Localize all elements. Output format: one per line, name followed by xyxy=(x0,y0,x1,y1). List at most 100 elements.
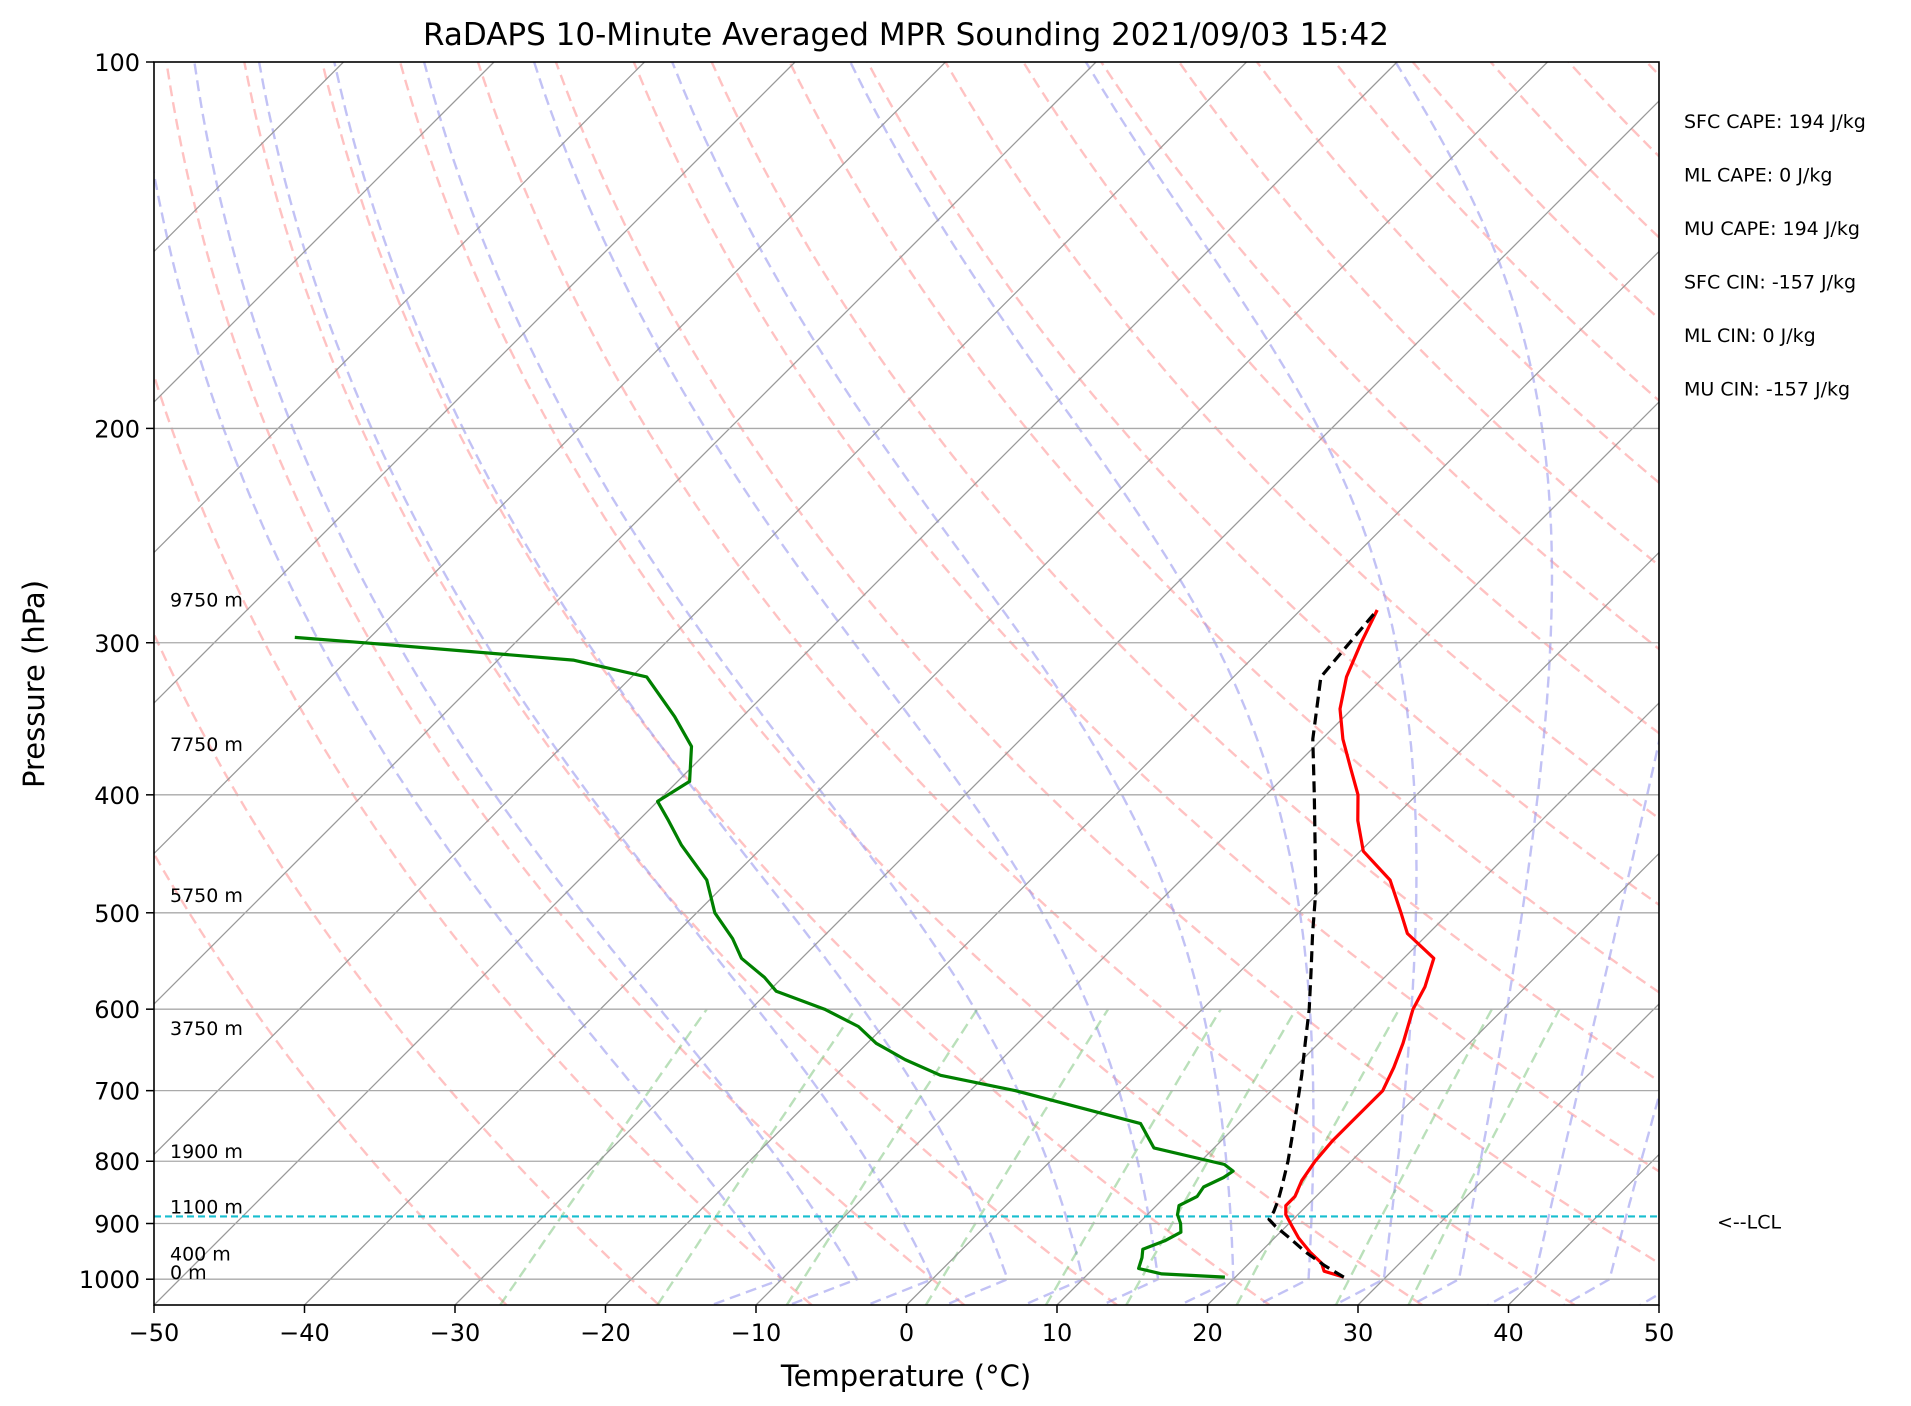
mixing-ratio-line xyxy=(499,1008,708,1305)
moist-adiabat xyxy=(193,62,859,1305)
x-tick-label: 0 xyxy=(899,1319,914,1347)
isotherm xyxy=(1508,1153,1659,1305)
x-tick-label: −30 xyxy=(430,1319,481,1347)
dry-adiabat xyxy=(476,62,1576,1305)
dry-adiabat xyxy=(154,631,660,1305)
axis-ticks: −50 −40 −30 −20 −10 0 10 20 30 40 50 100 200 300 400 50… xyxy=(79,49,1674,1347)
chart-title: RaDAPS 10-Minute Averaged MPR Sounding 2… xyxy=(423,17,1389,53)
x-tick-label: 20 xyxy=(1192,1319,1223,1347)
dry-adiabat xyxy=(710,62,1659,1083)
y-tick-label: 900 xyxy=(94,1211,140,1239)
isotherm xyxy=(154,62,946,855)
stat-text: MU CAPE: 194 J/kg xyxy=(1684,218,1860,240)
dry-adiabat xyxy=(866,62,1659,907)
annotations: 9750 m 7750 m 5750 m 3750 m 1900 m 1100 m 400 … xyxy=(170,111,1866,1284)
moist-adiabat xyxy=(257,62,934,1305)
dry-adiabat xyxy=(1724,62,1911,1305)
stat-text: MU CIN: -157 J/kg xyxy=(1684,379,1850,401)
mixing-ratio-line xyxy=(656,1008,857,1305)
y-tick-label: 100 xyxy=(94,49,140,77)
moist-adiabat xyxy=(671,62,1235,1305)
dry-adiabat xyxy=(1178,62,1659,567)
stat-text: SFC CIN: -157 J/kg xyxy=(1684,272,1856,294)
x-tick-label: 30 xyxy=(1343,1319,1374,1347)
moist-adiabat xyxy=(422,62,1085,1305)
stat-text: ML CAPE: 0 J/kg xyxy=(1684,165,1832,187)
isotherm xyxy=(1056,702,1659,1305)
dry-adiabat xyxy=(788,62,1659,994)
isotherm xyxy=(154,62,1247,1156)
isotherm xyxy=(154,62,796,704)
stat-text: SFC CAPE: 194 J/kg xyxy=(1684,111,1866,133)
dry-adiabat xyxy=(1645,62,1659,77)
dry-adiabat xyxy=(1256,62,1659,485)
y-tick-label: 300 xyxy=(94,630,140,658)
lcl-label: <--LCL xyxy=(1717,1211,1781,1233)
moist-adiabat xyxy=(1561,1091,1659,1305)
y-tick-label: 200 xyxy=(94,415,140,443)
height-label: 5750 m xyxy=(170,885,243,907)
moist-adiabat xyxy=(1485,736,1659,1305)
mixing-ratio-line xyxy=(785,1008,979,1305)
isotherm xyxy=(906,551,1659,1305)
mixing-ratio-line xyxy=(1334,1008,1493,1305)
dry-adiabat xyxy=(154,851,508,1305)
dry-adiabat xyxy=(632,62,1659,1173)
background-lines xyxy=(154,62,1911,1305)
x-axis-label: Temperature (°C) xyxy=(780,1359,1031,1393)
moist-adiabat xyxy=(849,62,1315,1305)
moist-adiabat xyxy=(1637,1292,1659,1305)
x-tick-label: 10 xyxy=(1042,1319,1073,1347)
temperature-line xyxy=(1284,609,1436,1279)
y-tick-label: 500 xyxy=(94,900,140,928)
moist-adiabat xyxy=(532,62,1160,1305)
isotherm xyxy=(154,62,645,554)
dry-adiabat xyxy=(243,62,1118,1305)
height-label: 400 m xyxy=(170,1243,231,1265)
y-tick-label: 700 xyxy=(94,1078,140,1106)
stat-text: ML CIN: 0 J/kg xyxy=(1684,325,1816,347)
isotherm xyxy=(605,250,1659,1305)
isotherm xyxy=(154,62,495,403)
isotherm xyxy=(1207,852,1659,1305)
x-tick-label: 50 xyxy=(1644,1319,1675,1347)
parcel-path-line xyxy=(1267,608,1379,1279)
x-tick-label: −50 xyxy=(129,1319,180,1347)
moist-adiabat xyxy=(1394,62,1554,1305)
dry-adiabat xyxy=(1333,62,1659,403)
height-label: 1100 m xyxy=(170,1196,243,1218)
dry-adiabat xyxy=(1022,62,1659,735)
dry-adiabat xyxy=(165,62,966,1305)
mixing-ratio-line xyxy=(924,1008,1110,1305)
y-tick-label: 400 xyxy=(94,782,140,810)
moist-adiabat xyxy=(154,167,784,1305)
y-tick-label: 600 xyxy=(94,996,140,1024)
dry-adiabat xyxy=(944,62,1659,820)
isotherm xyxy=(1658,1304,1659,1305)
dewpoint-line xyxy=(294,635,1235,1279)
height-label: 7750 m xyxy=(170,734,243,756)
x-tick-label: −20 xyxy=(580,1319,631,1347)
dry-adiabat xyxy=(1489,62,1659,240)
isotherm xyxy=(454,100,1659,1305)
data-lines xyxy=(294,608,1436,1279)
dry-adiabat xyxy=(154,371,813,1305)
isotherm xyxy=(1357,1003,1659,1305)
height-label: 9750 m xyxy=(170,589,243,611)
isotherm xyxy=(154,62,1097,1005)
grid-lines xyxy=(154,427,1659,1280)
mixing-ratio-line xyxy=(1125,1008,1298,1305)
mixing-ratio-line xyxy=(1407,1008,1561,1305)
moist-adiabat xyxy=(1084,62,1418,1305)
y-tick-label: 800 xyxy=(94,1148,140,1176)
isotherm xyxy=(154,62,1398,1305)
x-tick-label: −40 xyxy=(279,1319,330,1347)
isotherm xyxy=(755,401,1659,1305)
dry-adiabat xyxy=(554,62,1659,1265)
height-label: 3750 m xyxy=(170,1018,243,1040)
dry-adiabat xyxy=(321,62,1271,1305)
y-tick-label: 1000 xyxy=(79,1266,140,1294)
height-label: 0 m xyxy=(170,1262,207,1284)
y-axis-label: Pressure (hPa) xyxy=(17,580,51,788)
dry-adiabat xyxy=(1567,62,1659,158)
